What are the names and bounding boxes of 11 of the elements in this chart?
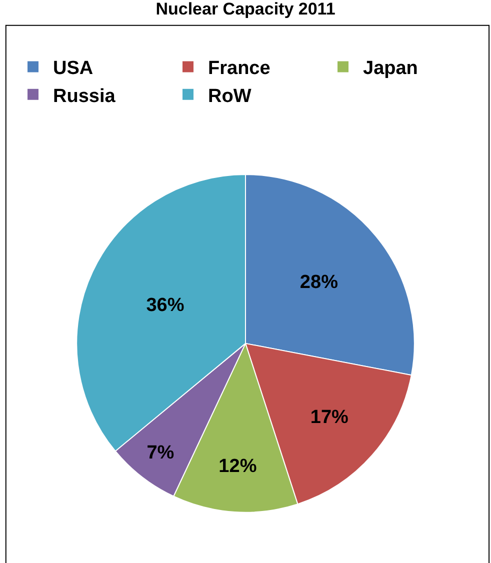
- data-label: 36%: [146, 295, 184, 316]
- data-label: 17%: [310, 406, 349, 428]
- data-label: 28%: [300, 272, 338, 294]
- legend-label: France: [208, 58, 270, 80]
- legend-label: Japan: [363, 58, 418, 80]
- data-label: 12%: [218, 456, 257, 478]
- chart-title: Nuclear Capacity 2011: [156, 0, 336, 19]
- data-label: 7%: [146, 442, 174, 464]
- legend-label: RoW: [208, 86, 252, 107]
- legend-label: Russia: [53, 86, 116, 107]
- legend-label: USA: [53, 58, 94, 80]
